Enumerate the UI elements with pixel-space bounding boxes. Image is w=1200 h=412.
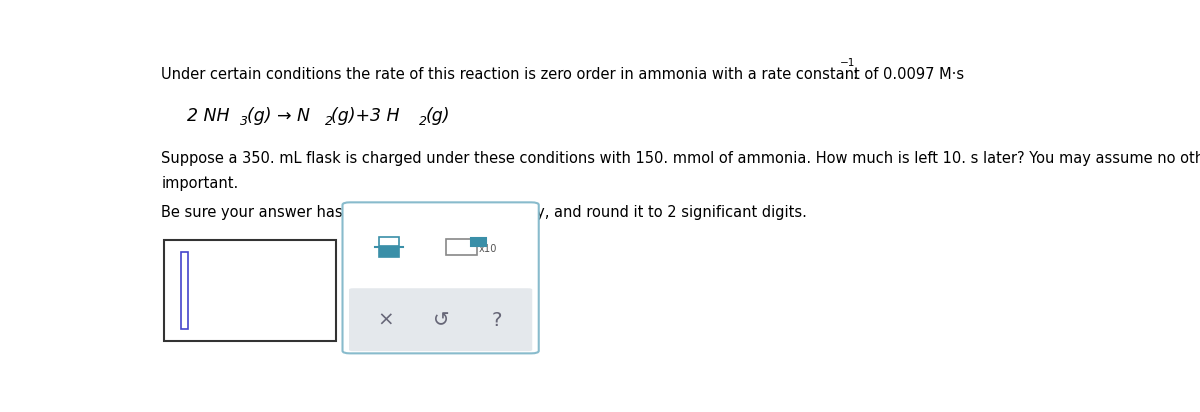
- Bar: [164, 240, 336, 341]
- Text: x10: x10: [479, 244, 498, 254]
- Text: 3: 3: [240, 115, 248, 129]
- Text: −1: −1: [840, 58, 854, 68]
- Text: (g) → N: (g) → N: [247, 107, 310, 124]
- Text: Under certain conditions the rate of this reaction is zero order in ammonia with: Under certain conditions the rate of thi…: [161, 67, 965, 82]
- Text: ?: ?: [492, 311, 502, 330]
- Text: 2: 2: [325, 115, 332, 129]
- Bar: [379, 237, 400, 246]
- FancyBboxPatch shape: [342, 202, 539, 353]
- Text: ×: ×: [377, 311, 394, 330]
- Text: :: :: [852, 67, 857, 82]
- Text: (g)+3 H: (g)+3 H: [331, 107, 400, 124]
- Text: important.: important.: [161, 176, 239, 191]
- Bar: [445, 239, 478, 255]
- Text: Suppose a 350. mL flask is charged under these conditions with 150. mmol of ammo: Suppose a 350. mL flask is charged under…: [161, 151, 1200, 166]
- Bar: [379, 248, 400, 257]
- Text: 2 NH: 2 NH: [187, 107, 230, 124]
- FancyBboxPatch shape: [349, 288, 533, 351]
- Text: 2: 2: [419, 115, 427, 129]
- Bar: [472, 238, 486, 246]
- Text: ↺: ↺: [433, 311, 450, 330]
- Text: Be sure your answer has a unit symbol, if necessary, and round it to 2 significa: Be sure your answer has a unit symbol, i…: [161, 205, 808, 220]
- Bar: [181, 253, 188, 329]
- Text: (g): (g): [425, 107, 450, 124]
